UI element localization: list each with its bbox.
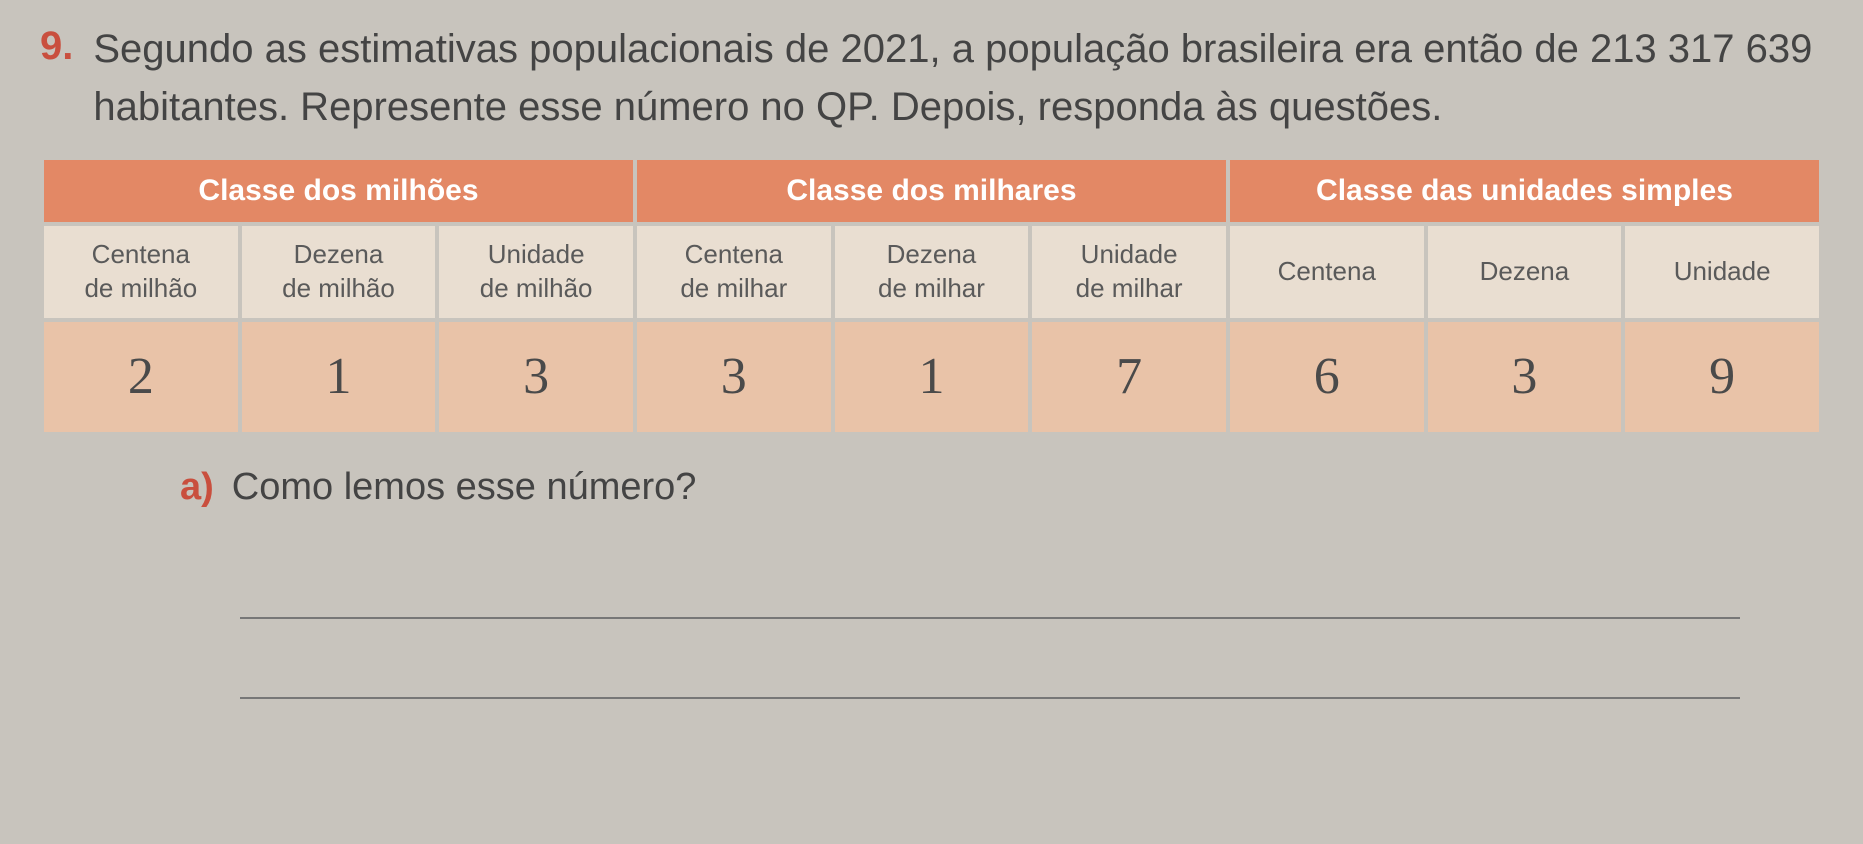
class-header-millions: Classe dos milhões [44,160,633,222]
col-header: Unidade de milhar [1032,226,1226,318]
col-header-line1: Dezena [1480,256,1570,286]
class-header-units: Classe das unidades simples [1230,160,1819,222]
col-header-line2: de milhar [878,273,985,303]
subquestion-label: a) [180,466,214,509]
answer-line[interactable] [240,639,1740,699]
col-header-line1: Dezena [887,239,977,269]
value-cell[interactable]: 1 [242,322,436,432]
question-text: Segundo as estimativas populacionais de … [93,20,1823,136]
col-header-line1: Dezena [294,239,384,269]
answer-line[interactable] [240,559,1740,619]
col-header-line1: Centena [685,239,783,269]
value-cell[interactable]: 7 [1032,322,1226,432]
class-header-thousands: Classe dos milhares [637,160,1226,222]
value-cell[interactable]: 3 [439,322,633,432]
question-number: 9. [40,20,73,136]
value-cell[interactable]: 2 [44,322,238,432]
column-header-row: Centena de milhão Dezena de milhão Unida… [44,226,1819,318]
col-header-line2: de milhão [282,273,395,303]
col-header-line1: Unidade [1081,239,1178,269]
col-header: Dezena de milhar [835,226,1029,318]
col-header-line1: Unidade [1674,256,1771,286]
col-header: Unidade de milhão [439,226,633,318]
col-header-line1: Centena [1278,256,1376,286]
value-cell[interactable]: 3 [637,322,831,432]
class-header-row: Classe dos milhões Classe dos milhares C… [44,160,1819,222]
col-header: Dezena [1428,226,1622,318]
col-header-line1: Centena [92,239,190,269]
place-value-table: Classe dos milhões Classe dos milhares C… [40,156,1823,436]
col-header-line1: Unidade [488,239,585,269]
value-cell[interactable]: 1 [835,322,1029,432]
col-header: Centena de milhão [44,226,238,318]
value-cell[interactable]: 6 [1230,322,1424,432]
col-header-line2: de milhão [480,273,593,303]
answer-lines [240,559,1823,699]
subquestion-block: a) Como lemos esse número? [180,466,1823,509]
col-header: Dezena de milhão [242,226,436,318]
col-header: Unidade [1625,226,1819,318]
question-block: 9. Segundo as estimativas populacionais … [40,20,1823,136]
col-header: Centena [1230,226,1424,318]
value-row: 2 1 3 3 1 7 6 3 9 [44,322,1819,432]
col-header-line2: de milhar [1076,273,1183,303]
subquestion-text: Como lemos esse número? [232,466,697,509]
col-header-line2: de milhão [84,273,197,303]
value-cell[interactable]: 9 [1625,322,1819,432]
col-header: Centena de milhar [637,226,831,318]
col-header-line2: de milhar [680,273,787,303]
value-cell[interactable]: 3 [1428,322,1622,432]
